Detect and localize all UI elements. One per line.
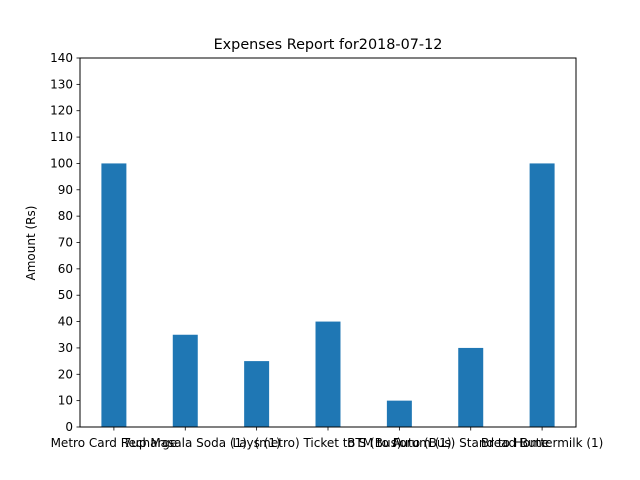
- y-tick-label: 0: [65, 420, 73, 434]
- x-tick-label: Bread Buttermilk (1): [481, 436, 604, 450]
- bar-6: [458, 347, 484, 427]
- y-tick-label: 50: [58, 288, 73, 302]
- x-tick-label: Lays (1): [233, 436, 281, 450]
- y-tick-label: 80: [58, 209, 73, 223]
- bar-1: [101, 163, 127, 427]
- x-tick-label: (metro) Ticket to S (Bus): [254, 436, 401, 450]
- bars-group: [101, 163, 555, 427]
- y-tick-label: 100: [50, 156, 73, 170]
- y-tick-label: 70: [58, 236, 73, 250]
- chart-title: Expenses Report for2018-07-12: [214, 37, 443, 53]
- x-tick-label: Metro Card Recharge: [51, 436, 178, 450]
- y-tick-label: 40: [58, 315, 73, 329]
- y-tick-label: 20: [58, 367, 73, 381]
- y-tick-label: 120: [50, 104, 73, 118]
- bar-7: [529, 163, 555, 427]
- bar-2: [172, 334, 198, 427]
- bar-5: [386, 400, 412, 427]
- y-tick-label: 110: [50, 130, 73, 144]
- bar-4: [315, 321, 341, 427]
- y-tick-label: 10: [58, 394, 73, 408]
- y-axis-label: Amount (Rs): [24, 206, 38, 281]
- y-tick-label: 30: [58, 341, 73, 355]
- y-tick-label: 90: [58, 183, 73, 197]
- y-tick-label: 130: [50, 77, 73, 91]
- bar-3: [244, 361, 270, 427]
- x-tick-label: 7up Masala Soda (1): [124, 436, 247, 450]
- x-tick-label: BTM to Forum (1): [347, 436, 451, 450]
- plot-frame: [79, 57, 577, 428]
- x-tick-label: Auto (Bus) Stand to Home: [392, 436, 549, 450]
- y-tick-label: 60: [58, 262, 73, 276]
- y-tick-label: 140: [50, 51, 73, 65]
- y-ticks-group: 0 10 20 30 40 50 60 70 80 90 100 110 120 130 140: [50, 51, 80, 434]
